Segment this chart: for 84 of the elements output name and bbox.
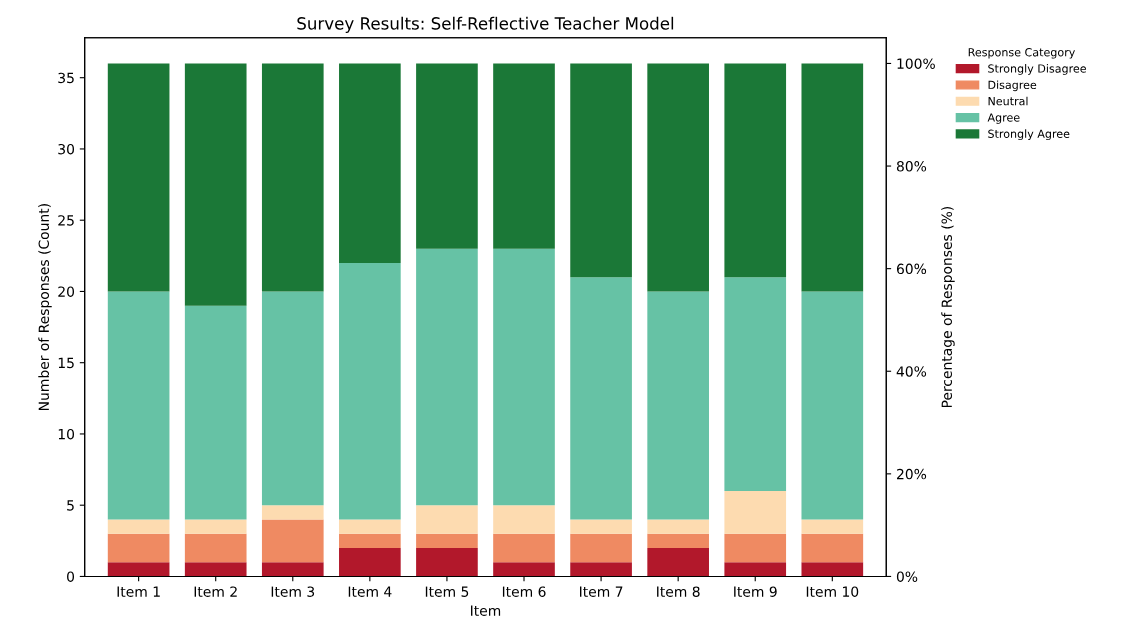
bar (416, 547, 478, 577)
y2-tick-label: 20% (897, 468, 927, 480)
bar (184, 533, 247, 563)
legend-label: Neutral (988, 96, 1028, 106)
bar (416, 533, 478, 548)
x-tick-label: Item 1 (117, 586, 160, 597)
bar (416, 63, 478, 249)
bar (493, 248, 555, 506)
bar (261, 63, 324, 292)
bar (261, 291, 324, 506)
bar (184, 305, 247, 520)
x-tick-label: Item 8 (657, 586, 700, 597)
bar (339, 519, 401, 534)
x-tick-label: Item 4 (348, 586, 392, 597)
y2-axis-title: Percentage of Responses (%) (941, 206, 955, 408)
bar (339, 63, 401, 263)
chart-title: Survey Results: Self-Reflective Teacher Model (297, 16, 674, 33)
bar (801, 562, 864, 577)
y2-tick-label: 100% (897, 58, 935, 69)
bar (570, 519, 632, 534)
bar (339, 547, 401, 577)
bar (107, 63, 170, 292)
bar (570, 63, 632, 278)
bar (647, 291, 709, 520)
bar (339, 262, 401, 520)
y-tick-label: 10 (58, 428, 75, 440)
y2-tick-label: 40% (896, 366, 927, 377)
y-tick-label: 35 (58, 72, 74, 84)
bar (724, 277, 787, 491)
bar (261, 562, 324, 577)
bar (724, 533, 787, 563)
x-tick-label: Item 5 (425, 586, 469, 597)
bar (493, 505, 555, 534)
bar (724, 490, 787, 534)
bar (493, 63, 555, 249)
bar (801, 291, 864, 520)
x-tick-label: Item 9 (734, 586, 777, 597)
bar (261, 519, 324, 563)
bar (416, 505, 478, 534)
y-tick-label: 5 (67, 500, 74, 511)
bar (724, 562, 787, 577)
x-tick-label: Item 10 (806, 586, 859, 597)
bar (107, 562, 170, 577)
bar (261, 505, 324, 520)
bar (724, 63, 787, 278)
bar (493, 533, 555, 563)
bar (647, 519, 709, 534)
y-tick-label: 30 (58, 143, 75, 155)
bar (647, 533, 709, 548)
bar (184, 63, 247, 306)
x-tick-label: Item 6 (502, 586, 546, 597)
y-tick-label: 0 (67, 571, 75, 582)
bar (801, 533, 864, 563)
bar (184, 519, 247, 534)
legend-title: Response Category (968, 48, 1075, 59)
bar (416, 248, 478, 506)
bar (339, 533, 401, 548)
y2-tick-label: 0% (896, 571, 918, 582)
bar (107, 533, 170, 563)
y-tick-label: 15 (58, 357, 74, 369)
legend-label: Strongly Agree (988, 129, 1070, 141)
bar (570, 562, 632, 577)
x-tick-label: Item 3 (271, 586, 315, 597)
bar (184, 562, 247, 577)
legend-label: Disagree (988, 80, 1037, 92)
bar (647, 63, 709, 292)
legend-label: Strongly Disagree (988, 64, 1086, 75)
x-tick-label: Item 7 (580, 586, 623, 597)
bar (801, 519, 864, 534)
bar (570, 277, 632, 520)
bar (570, 533, 632, 563)
legend-label: Agree (987, 113, 1020, 124)
bar (107, 291, 170, 520)
bar (493, 562, 555, 577)
bar (801, 63, 864, 292)
y-tick-label: 25 (58, 215, 74, 226)
bar (647, 547, 709, 577)
y-axis-title: Number of Responses (Count) (38, 204, 52, 410)
y-tick-label: 20 (58, 286, 75, 297)
x-tick-label: Item 2 (194, 586, 237, 597)
x-axis-title: Item (471, 605, 501, 616)
y2-tick-label: 60% (896, 263, 927, 275)
y2-tick-label: 80% (896, 161, 927, 172)
bar (107, 519, 170, 534)
